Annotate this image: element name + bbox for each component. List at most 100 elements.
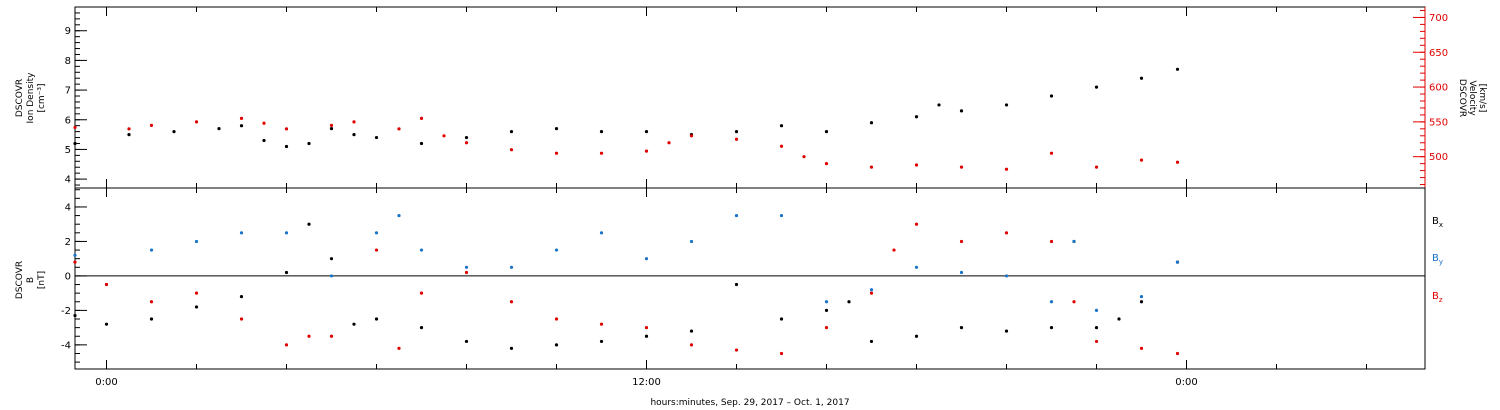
bx-point — [509, 346, 514, 350]
bz-point — [284, 343, 289, 347]
bz-point — [464, 270, 469, 275]
y-tick-label: 7 — [65, 86, 71, 97]
velocity-axis-label-line-1: DSCOVR — [1457, 79, 1467, 117]
legend-bz-sub: z — [1439, 296, 1443, 304]
density-point — [779, 124, 784, 128]
density-point — [937, 103, 941, 107]
bz-point — [509, 300, 514, 304]
panel-plasma-frame — [74, 6, 1426, 189]
density-axis-label-line-3: [cm⁻³] — [37, 83, 47, 112]
x-tick-label: 0:00 — [1175, 377, 1197, 388]
legend-by: By — [1432, 253, 1443, 266]
bx-point — [104, 322, 109, 326]
density-point — [239, 124, 244, 128]
density-point — [1004, 103, 1009, 107]
bx-point — [352, 322, 356, 326]
velocity-point — [914, 163, 919, 167]
bx-point — [599, 339, 604, 344]
y-tick-label: 9 — [65, 26, 71, 37]
bx-point — [914, 334, 919, 338]
bz-point — [1072, 300, 1076, 304]
bz-point — [1175, 351, 1180, 356]
legend-bz-name: B — [1432, 291, 1439, 302]
bz-point — [104, 282, 109, 287]
y-tick-label: -4 — [61, 340, 71, 351]
bz-point — [329, 334, 334, 338]
svg-text:By: By — [1432, 253, 1443, 266]
b-axis-label-line-2: B — [26, 277, 36, 283]
by-point — [1094, 308, 1099, 312]
legend-bz: Bz — [1432, 291, 1443, 304]
velocity-point — [397, 127, 401, 131]
y-tick-label: -2 — [61, 306, 71, 317]
density-point — [127, 132, 131, 137]
velocity-point — [239, 116, 244, 120]
density-point — [464, 135, 469, 140]
svg-text:Bx: Bx — [1432, 216, 1443, 229]
bz-point — [1139, 346, 1144, 350]
bz-point — [554, 317, 559, 321]
velocity-point — [352, 120, 356, 124]
velocity-point — [734, 137, 739, 141]
y-tick-label: 550 — [1429, 117, 1448, 128]
bz-point — [149, 300, 154, 304]
velocity-axis: 500 550 600 650 700 — [1413, 7, 1448, 188]
bz-point — [73, 260, 77, 264]
y-tick-label: 8 — [65, 56, 71, 67]
density-point — [262, 138, 266, 143]
panel-magnetic-field-x-ticks — [106, 188, 1367, 369]
bx-point — [329, 257, 334, 261]
velocity-point — [284, 127, 289, 131]
velocity-point — [127, 127, 131, 131]
velocity-point — [1004, 167, 1009, 171]
legend-by-sub: y — [1439, 258, 1443, 266]
by-point — [1004, 274, 1009, 278]
bx-point — [869, 339, 874, 344]
by-point — [734, 213, 739, 218]
bz-point — [374, 248, 379, 252]
bz-point — [914, 222, 919, 226]
bz-point — [689, 343, 694, 347]
bx-point — [959, 326, 964, 330]
density-point — [1094, 85, 1099, 89]
x-axis-tick-labels: 0:00 12:00 0:00 — [95, 377, 1197, 388]
legend-by-name: B — [1432, 253, 1439, 264]
bz-point — [644, 326, 649, 330]
bx-point — [464, 339, 469, 344]
bx-point — [779, 317, 784, 321]
bx-point — [1117, 317, 1121, 321]
bz-point — [239, 317, 244, 321]
bx-point — [644, 334, 649, 338]
density-axis-label-line-1: DSCOVR — [15, 79, 25, 117]
velocity-point — [644, 149, 649, 153]
x-tick-label: 0:00 — [95, 377, 117, 388]
by-point — [464, 265, 469, 269]
bx-point — [194, 305, 199, 309]
bz-point — [959, 239, 964, 244]
density-point — [869, 121, 874, 125]
velocity-point — [262, 121, 266, 125]
bx-point — [689, 329, 694, 333]
density-point — [172, 130, 176, 134]
b-axis-label-line-1: DSCOVR — [15, 261, 25, 299]
panel-plasma: 4 5 6 7 8 9 500 550 600 650 700 DSCOVR Ion Densit… — [15, 6, 1487, 189]
by-point — [1139, 295, 1144, 299]
x-axis-label: hours:minutes, Sep. 29, 2017 – Oct. 1, 2… — [650, 398, 849, 408]
velocity-point — [667, 141, 671, 145]
bx-point — [419, 326, 424, 330]
velocity-point — [1175, 160, 1180, 164]
bx-point — [149, 317, 154, 321]
velocity-point — [599, 151, 604, 155]
bz-point — [824, 326, 829, 330]
density-point — [599, 130, 604, 134]
by-point — [194, 239, 199, 244]
panel-magnetic-field-series — [73, 213, 1180, 356]
velocity-point — [824, 162, 829, 166]
density-point — [644, 130, 649, 134]
y-tick-label: 0 — [65, 271, 71, 282]
legend-bx-sub: x — [1439, 221, 1443, 229]
density-point — [734, 130, 739, 134]
y-tick-label: 600 — [1429, 83, 1448, 94]
by-point — [149, 248, 154, 252]
density-axis-label-line-2: Ion Density — [26, 72, 36, 124]
